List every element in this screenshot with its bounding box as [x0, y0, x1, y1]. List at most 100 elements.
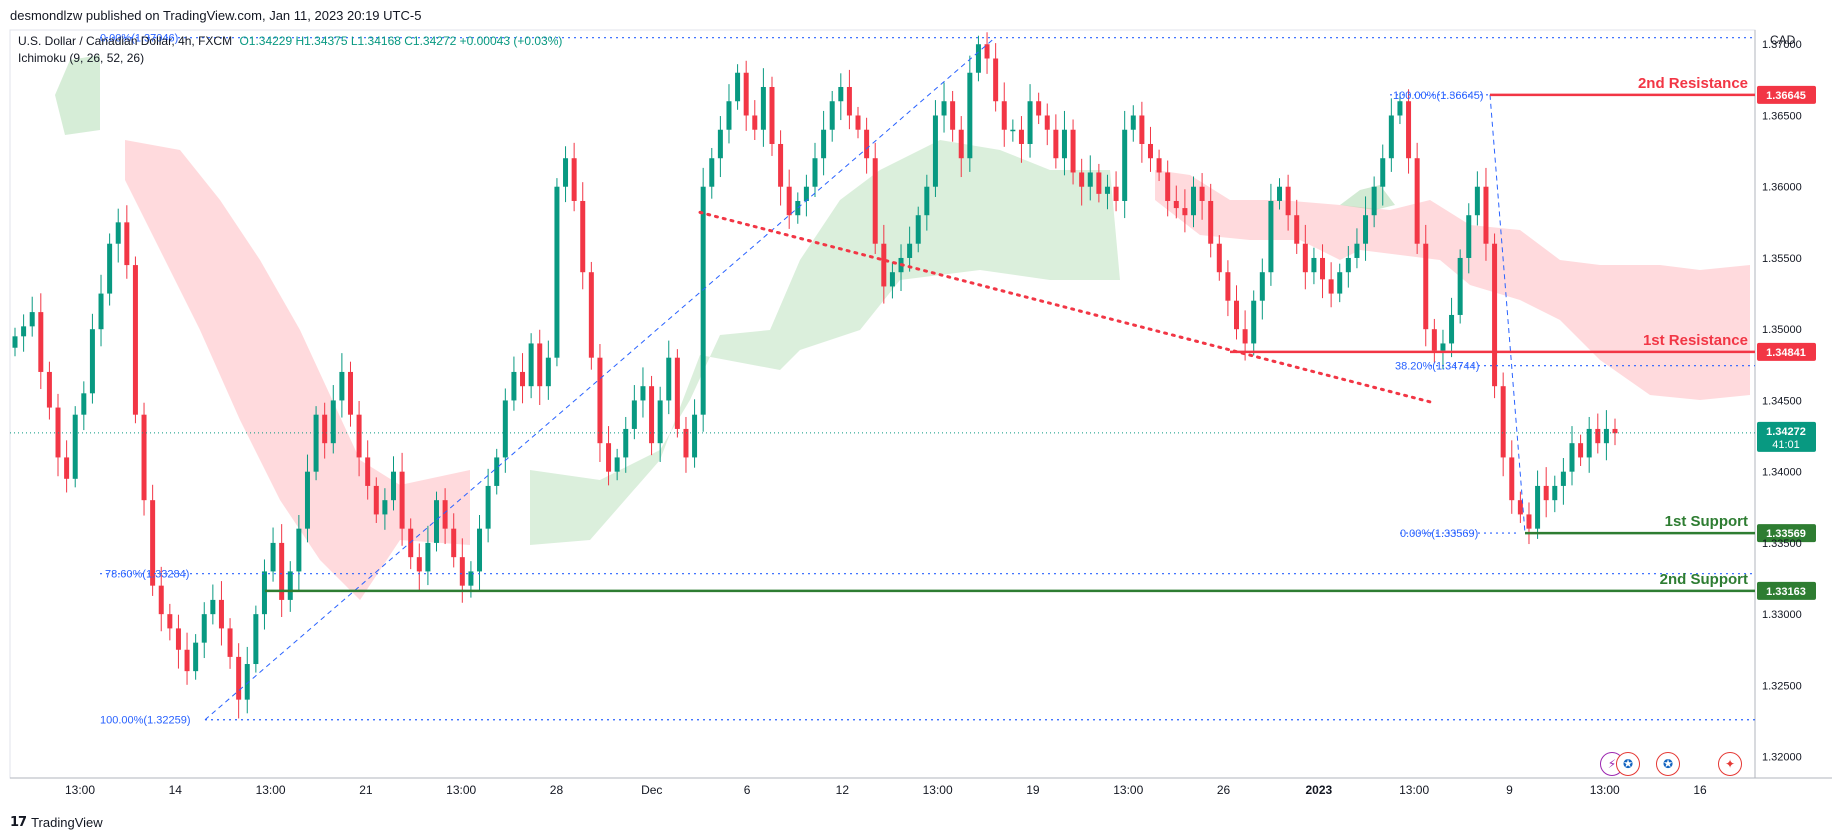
- candle-body: [98, 293, 104, 330]
- candle-body: [1337, 272, 1343, 294]
- candle-body: [1139, 115, 1145, 144]
- candle-body: [924, 186, 930, 216]
- brand-name: TradingView: [31, 814, 103, 830]
- candle-body: [1397, 101, 1403, 116]
- candle-body: [683, 428, 689, 458]
- x-tick-label: 13:00: [1113, 783, 1143, 797]
- candle-body: [554, 186, 560, 358]
- candle-body: [631, 400, 637, 429]
- fib-level-label: 0.00%(1.37046): [100, 33, 178, 45]
- candle-body: [520, 371, 526, 387]
- ohlc-values: O1.34229 H1.34375 L1.34168 C1.34272 +0.0…: [239, 34, 563, 48]
- candle-body: [1070, 129, 1076, 173]
- candle-body: [21, 326, 27, 337]
- candle-body: [115, 222, 121, 244]
- us-flag-icon[interactable]: ✪: [1616, 752, 1640, 776]
- fib-level-label: 100.00%(1.32259): [100, 715, 191, 727]
- level-label: 2nd Support: [1660, 571, 1748, 588]
- candle-body: [1225, 272, 1231, 301]
- candle-body: [1190, 186, 1196, 216]
- candle-body: [597, 357, 603, 444]
- candle-body: [1027, 101, 1033, 144]
- candle-body: [606, 443, 612, 472]
- x-tick-label: 14: [169, 783, 183, 797]
- candle-body: [537, 343, 543, 387]
- candle-body: [846, 86, 852, 116]
- candle-body: [760, 86, 766, 130]
- symbol-name: U.S. Dollar / Canadian Dollar, 4h, FXCM: [18, 34, 233, 48]
- candle-body: [1061, 129, 1067, 159]
- candle-body: [468, 571, 474, 586]
- y-tick-label: 1.36500: [1762, 110, 1802, 122]
- price-tag: [1757, 342, 1816, 361]
- candle-body: [339, 371, 345, 401]
- candle-body: [1612, 428, 1618, 434]
- candle-body: [485, 485, 491, 529]
- candle-body: [1277, 186, 1283, 201]
- x-tick-label: 16: [1693, 783, 1707, 797]
- candle-body: [1345, 257, 1351, 273]
- candle-body: [545, 357, 551, 387]
- candle-body: [1010, 129, 1016, 132]
- candle-body: [1354, 243, 1360, 258]
- candle-body: [1268, 200, 1274, 273]
- indicator-legend[interactable]: Ichimoku (9, 26, 52, 26): [18, 51, 145, 65]
- candle-body: [1001, 101, 1007, 130]
- candle-body: [1173, 200, 1179, 209]
- candle-body: [1199, 186, 1205, 201]
- price-tag-text: 1.34841: [1766, 347, 1806, 359]
- candle-body: [1208, 200, 1214, 244]
- candle-body: [1165, 172, 1171, 201]
- candle-body: [907, 243, 913, 258]
- x-tick-label: 21: [359, 783, 373, 797]
- candle-body: [1457, 257, 1463, 315]
- candle-body: [674, 357, 680, 429]
- candle-body: [1535, 485, 1541, 529]
- chart-frame: [9, 29, 1832, 779]
- candle-body: [1242, 329, 1248, 344]
- candle-body: [1380, 158, 1386, 187]
- candle-body: [1474, 186, 1480, 216]
- candle-body: [1328, 279, 1334, 294]
- candle-body: [64, 457, 70, 479]
- x-tick-label: 2023: [1305, 783, 1332, 797]
- price-tag: [1757, 524, 1816, 543]
- candle-body: [442, 500, 448, 529]
- candle-body: [975, 44, 981, 73]
- candle-body: [434, 500, 440, 543]
- candle-body: [425, 542, 431, 572]
- candle-body: [416, 557, 422, 572]
- candle-body: [1104, 186, 1110, 194]
- candle-body: [356, 414, 362, 458]
- candle-body: [193, 642, 199, 672]
- candle-body: [296, 528, 302, 572]
- us-flag-icon-2[interactable]: ✪: [1656, 752, 1680, 776]
- candle-body: [657, 400, 663, 444]
- candle-body: [244, 664, 250, 700]
- candle-body: [1251, 300, 1257, 344]
- candle-body: [640, 386, 646, 401]
- candle-body: [373, 485, 379, 515]
- candle-body: [1552, 485, 1558, 501]
- candle-body: [932, 115, 938, 187]
- candle-body: [12, 336, 18, 348]
- candle-body: [1586, 428, 1592, 458]
- y-tick-label: 1.33500: [1762, 538, 1802, 550]
- x-tick-label: 13:00: [256, 783, 286, 797]
- fib-level-label: 100.00%(1.36645): [1393, 90, 1484, 102]
- canada-flag-icon[interactable]: ✦: [1718, 752, 1742, 776]
- candle-body: [1509, 457, 1515, 501]
- tradingview-brand[interactable]: 𝟭𝟳 TradingView: [10, 814, 103, 830]
- candle-body: [313, 414, 319, 472]
- candle-body: [1414, 158, 1420, 244]
- candle-body: [1466, 215, 1472, 258]
- fib-level-label: 38.20%(1.34744): [1395, 361, 1479, 373]
- x-tick-label: 28: [550, 783, 564, 797]
- candle-body: [623, 428, 629, 458]
- symbol-legend[interactable]: U.S. Dollar / Canadian Dollar, 4h, FXCM …: [18, 34, 562, 48]
- candle-body: [528, 343, 534, 387]
- candle-body: [253, 614, 259, 665]
- y-tick-label: 1.36000: [1762, 182, 1802, 194]
- candle-body: [1492, 243, 1498, 387]
